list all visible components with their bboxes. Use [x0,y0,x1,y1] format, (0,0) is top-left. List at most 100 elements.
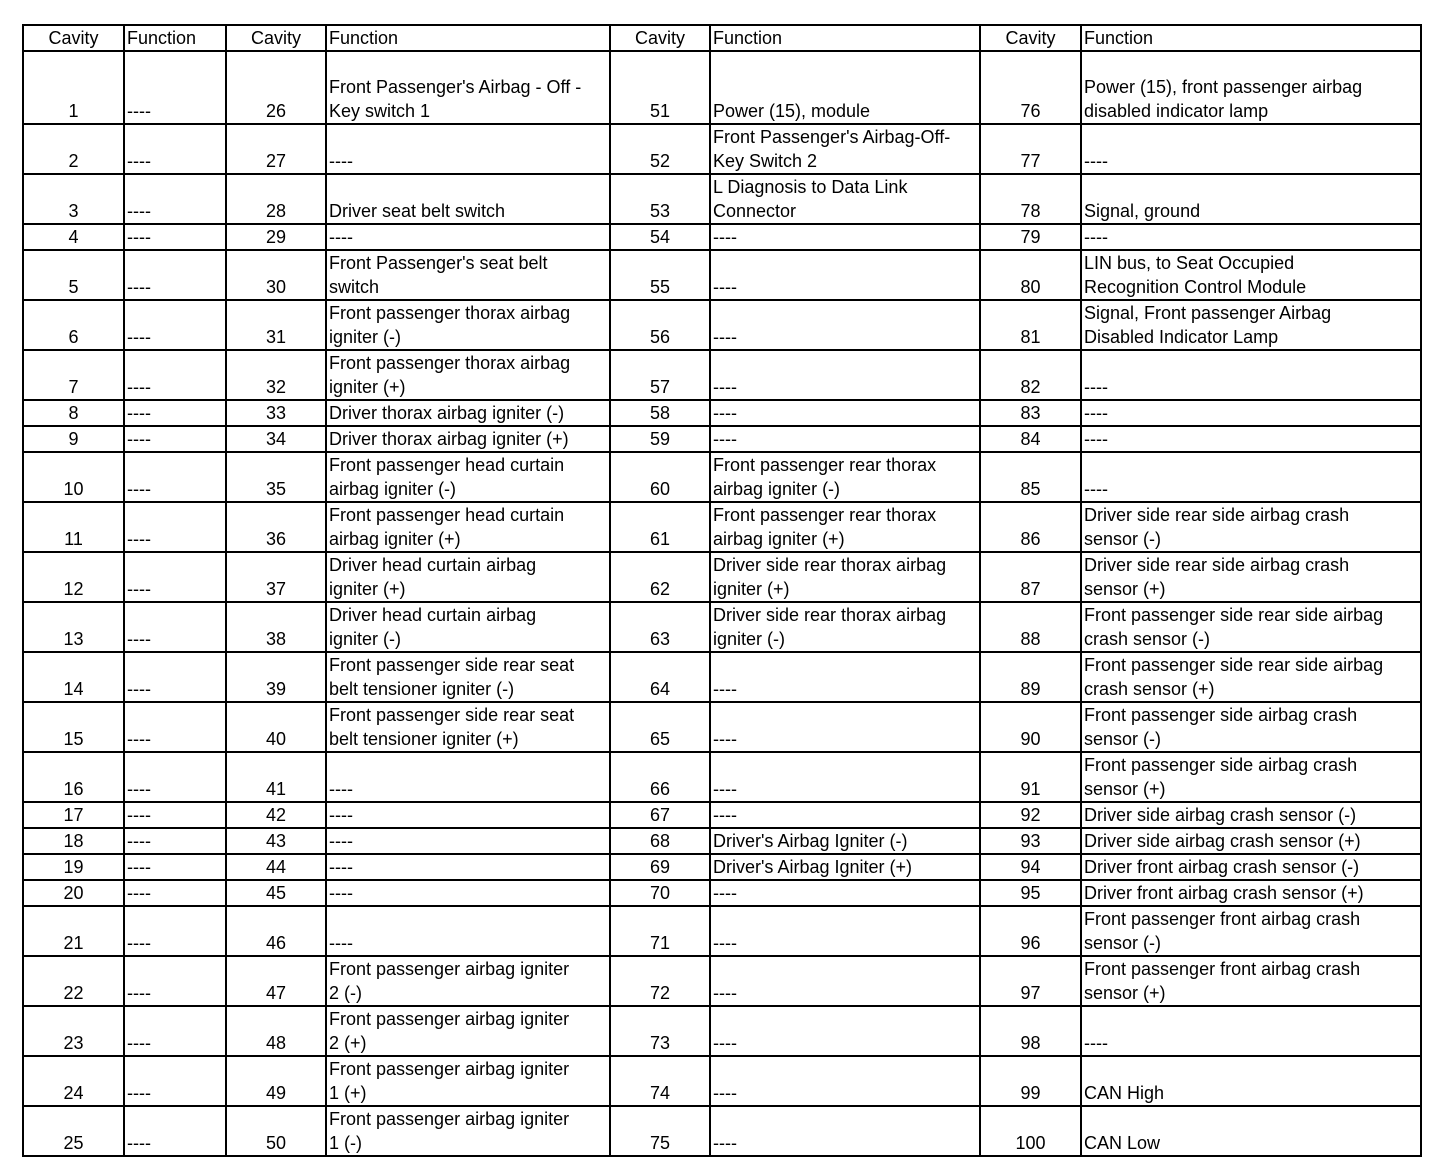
function-cell: ---- [123,1055,227,1107]
function-cell: ---- [709,879,981,907]
function-cell: ---- [709,651,981,703]
cavity-cell: 82 [979,349,1082,401]
table-row: 18 ---- 43 ---- 68 Driver's Airbag Igniter (-… [22,827,1422,855]
function-cell: ---- [123,249,227,301]
cavity-cell: 7 [22,349,125,401]
cavity-cell: 28 [225,173,327,225]
cavity-cell: 61 [609,501,711,553]
table-row: 24 ---- 49 Front passenger airbag igniter 1… [22,1055,1422,1107]
cavity-cell: 74 [609,1055,711,1107]
function-cell: ---- [123,50,227,125]
cavity-cell: 89 [979,651,1082,703]
table-row: 17 ---- 42 ---- 67 ---- 92 Driver side airbag c… [22,801,1422,829]
cavity-function-table: Cavity Function Cavity Function Cavity Functi… [22,24,1422,1157]
function-cell: Driver side rear side airbag crash senso… [1080,551,1422,603]
function-cell: ---- [123,651,227,703]
cavity-cell: 97 [979,955,1082,1007]
function-cell: ---- [123,853,227,881]
column-header-function: Function [325,24,611,52]
table-row: 8 ---- 33 Driver thorax airbag igniter (-) 5… [22,399,1422,427]
table-row: 6 ---- 31 Front passenger thorax airbag ign… [22,299,1422,351]
table-row: 4 ---- 29 ---- 54 ---- 79 ---- [22,223,1422,251]
cavity-cell: 46 [225,905,327,957]
function-cell: ---- [123,879,227,907]
cavity-cell: 75 [609,1105,711,1157]
cavity-cell: 17 [22,801,125,829]
column-header-function: Function [123,24,227,52]
cavity-cell: 85 [979,451,1082,503]
cavity-cell: 40 [225,701,327,753]
function-cell: CAN Low [1080,1105,1422,1157]
cavity-cell: 45 [225,879,327,907]
cavity-cell: 55 [609,249,711,301]
function-cell: ---- [325,827,611,855]
cavity-cell: 23 [22,1005,125,1057]
cavity-cell: 57 [609,349,711,401]
function-cell: ---- [709,299,981,351]
cavity-cell: 58 [609,399,711,427]
function-cell: ---- [1080,399,1422,427]
function-cell: ---- [709,223,981,251]
function-cell: Driver's Airbag Igniter (+) [709,853,981,881]
function-cell: ---- [123,827,227,855]
function-cell: CAN High [1080,1055,1422,1107]
function-cell: Front passenger rear thorax airbag ignit… [709,451,981,503]
function-cell: Driver's Airbag Igniter (-) [709,827,981,855]
function-cell: Driver seat belt switch [325,173,611,225]
cavity-cell: 27 [225,123,327,175]
function-cell: ---- [123,223,227,251]
function-cell: ---- [123,425,227,453]
cavity-cell: 80 [979,249,1082,301]
cavity-cell: 90 [979,701,1082,753]
cavity-cell: 43 [225,827,327,855]
cavity-cell: 88 [979,601,1082,653]
function-cell: ---- [123,349,227,401]
cavity-cell: 62 [609,551,711,603]
table-row: 3 ---- 28 Driver seat belt switch 53 L Diagno… [22,173,1422,225]
cavity-cell: 19 [22,853,125,881]
cavity-cell: 35 [225,451,327,503]
cavity-cell: 48 [225,1005,327,1057]
cavity-cell: 53 [609,173,711,225]
function-cell: ---- [1080,451,1422,503]
function-cell: ---- [123,751,227,803]
function-cell: ---- [709,701,981,753]
function-cell: Driver side airbag crash sensor (+) [1080,827,1422,855]
function-cell: Front passenger side rear seat belt tens… [325,701,611,753]
cavity-cell: 34 [225,425,327,453]
table-row: 5 ---- 30 Front Passenger's seat belt switc… [22,249,1422,301]
cavity-cell: 78 [979,173,1082,225]
cavity-cell: 11 [22,501,125,553]
column-header-function: Function [709,24,981,52]
cavity-cell: 59 [609,425,711,453]
cavity-cell: 91 [979,751,1082,803]
function-cell: L Diagnosis to Data Link Connector [709,173,981,225]
function-cell: Front passenger airbag igniter 1 (-) [325,1105,611,1157]
table-row: 23 ---- 48 Front passenger airbag igniter 2… [22,1005,1422,1057]
function-cell: ---- [1080,425,1422,453]
table-row: 12 ---- 37 Driver head curtain airbag ignit… [22,551,1422,603]
function-cell: Front passenger thorax airbag igniter (+… [325,349,611,401]
function-cell: Front passenger side rear side airbag cr… [1080,601,1422,653]
cavity-cell: 65 [609,701,711,753]
function-cell: ---- [709,1105,981,1157]
cavity-cell: 42 [225,801,327,829]
table-row: 13 ---- 38 Driver head curtain airbag ignit… [22,601,1422,653]
table-row: 9 ---- 34 Driver thorax airbag igniter (+) 5… [22,425,1422,453]
table-row: 25 ---- 50 Front passenger airbag igniter 1… [22,1105,1422,1157]
function-cell: Front passenger rear thorax airbag ignit… [709,501,981,553]
function-cell: Front passenger airbag igniter 1 (+) [325,1055,611,1107]
function-cell: Front Passenger's Airbag-Off- Key Switch… [709,123,981,175]
cavity-cell: 86 [979,501,1082,553]
cavity-cell: 49 [225,1055,327,1107]
function-cell: ---- [709,1005,981,1057]
cavity-cell: 77 [979,123,1082,175]
function-cell: Signal, Front passenger Airbag Disabled … [1080,299,1422,351]
cavity-cell: 87 [979,551,1082,603]
table-row: 19 ---- 44 ---- 69 Driver's Airbag Igniter (+… [22,853,1422,881]
cavity-cell: 33 [225,399,327,427]
cavity-cell: 54 [609,223,711,251]
column-header-cavity: Cavity [609,24,711,52]
cavity-cell: 12 [22,551,125,603]
cavity-cell: 15 [22,701,125,753]
